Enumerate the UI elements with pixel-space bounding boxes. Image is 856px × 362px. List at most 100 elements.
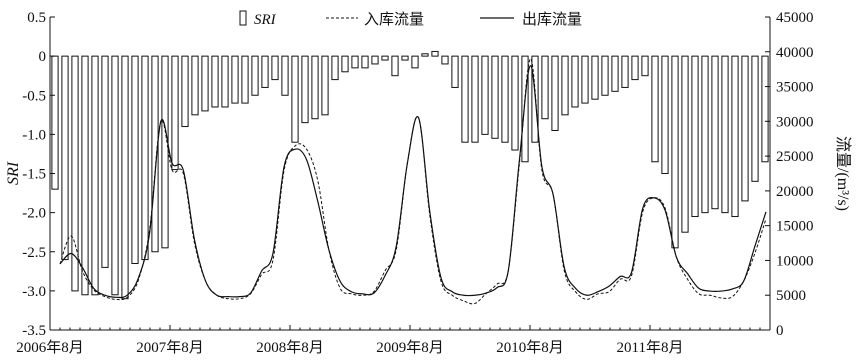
sri-bar [51,55,59,190]
right-tick-label: 30000 [776,114,814,130]
x-tick-label: 2006年8月 [16,339,84,356]
right-tick-label: 40000 [776,45,814,61]
sri-bar [561,55,569,116]
sri-bar [91,55,99,296]
sri-bar [411,55,419,69]
sri-bar [451,55,459,88]
sri-bar [491,55,499,139]
right-tick-label: 10000 [776,253,814,269]
sri-bar [391,55,399,77]
sri-bar [71,55,79,292]
sri-bar [111,55,119,296]
sri-bar [591,55,599,100]
x-tick-label: 2010年8月 [496,339,564,356]
left-tick-label: -1.5 [22,167,46,183]
sri-bar [161,55,169,249]
sri-bar [681,55,689,233]
left-tick-label: -2.5 [22,245,46,261]
legend-sri-swatch [239,10,247,26]
sri-bar [631,55,639,81]
right-tick-label: 35000 [776,80,814,96]
right-tick-label: 45000 [776,10,814,26]
sri-bar [241,55,249,104]
sri-bar [311,55,319,120]
sri-bar [751,55,759,182]
sri-bar [611,55,619,92]
left-tick-label: -3.0 [22,284,46,300]
sri-bar [731,55,739,218]
sri-bar [541,55,549,120]
sri-bar [641,55,649,77]
sri-bar [501,55,509,143]
sri-bar [271,55,279,81]
x-tick-label: 2009年8月 [376,339,444,356]
sri-bar [141,55,149,261]
sri-bar [101,55,109,268]
sri-bar [171,55,179,171]
right-tick-label: 15000 [776,219,814,235]
sri-bar [621,55,629,88]
sri-bar [581,55,589,104]
x-tick-label: 2008年8月 [256,339,324,356]
sri-bar [301,55,309,124]
sri-bar [261,55,269,88]
sri-bar [231,55,239,104]
legend-outflow-label: 出库流量 [522,11,582,28]
left-tick-label: -1.0 [22,127,46,143]
sri-bar [711,55,719,210]
sri-bar [691,55,699,218]
left-tick-label: -0.5 [22,88,46,104]
sri-bars [51,50,769,300]
sri-bar [251,55,259,96]
sri-bar [221,55,229,108]
sri-bar [461,55,469,143]
right-axis-title: 流量/(m³/s) [834,136,852,211]
sri-bar [121,55,129,300]
sri-bar [441,55,449,65]
left-tick-label: 0 [39,49,47,65]
axes: 0.5 0 -0.5 -1.0 -1.5 -2.0 -2.5 -3.0 -3.5 45000 400… [5,10,852,356]
sri-bar [131,55,139,264]
left-axis-title: SRI [5,161,22,185]
sri-bar [431,50,439,57]
left-tick-label: -2.0 [22,206,46,222]
sri-bar [741,55,749,202]
sri-bar [211,55,219,108]
sri-bar [331,55,339,81]
sri-bar [81,55,89,296]
sri-bar [571,55,579,108]
sri-bar [601,55,609,96]
sri-bar [551,55,559,131]
sri-bar [181,55,189,128]
outflow-line [59,65,767,299]
legend-inflow-label: 入库流量 [364,11,424,28]
sri-bar [671,55,679,249]
sri-bar [341,55,349,73]
sri-bar [421,53,429,57]
sri-bar [151,55,159,253]
sri-bar [61,55,69,261]
sri-bar [761,55,769,163]
sri-bar [371,55,379,65]
sri-bar [321,55,329,116]
x-tick-label: 2007年8月 [136,339,204,356]
x-tick-label: 2011年8月 [617,339,684,356]
legend: SRI 入库流量 出库流量 [239,10,582,28]
right-tick-label: 20000 [776,184,814,200]
left-tick-label: 0.5 [27,10,46,26]
sri-bar [361,55,369,69]
sri-bar [291,55,299,143]
sri-bar [701,55,709,214]
right-tick-label: 0 [776,323,784,339]
sri-bar [511,55,519,151]
sri-bar [651,55,659,163]
left-tick-label: -3.5 [22,323,46,339]
sri-bar [201,55,209,112]
right-tick-label: 25000 [776,149,814,165]
legend-sri-label: SRI [254,12,277,28]
sri-bar [191,55,199,116]
sri-bar [471,55,479,143]
sri-bar [351,55,359,69]
